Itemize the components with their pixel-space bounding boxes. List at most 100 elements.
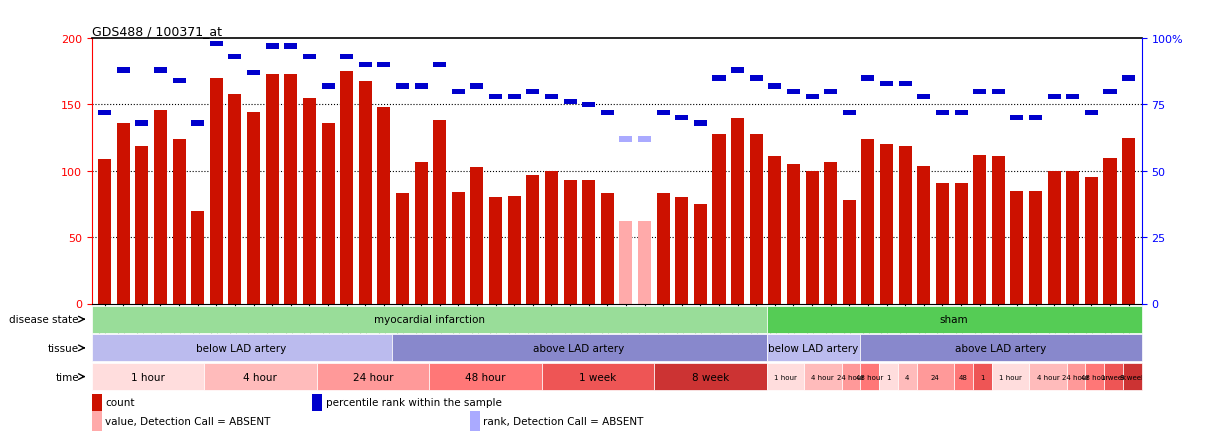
Text: 1 hour: 1 hour [131, 372, 165, 381]
Bar [470, 84, 484, 89]
Bar [675, 198, 689, 304]
Text: disease state: disease state [10, 315, 79, 324]
Text: 4 hour: 4 hour [243, 372, 277, 381]
Text: above LAD artery: above LAD artery [534, 343, 625, 353]
Bar [545, 95, 558, 100]
Bar [117, 124, 129, 304]
Bar [582, 181, 595, 304]
Bar [415, 84, 427, 89]
Bar [377, 108, 391, 304]
Bar [172, 79, 186, 84]
Text: myocardial infarction: myocardial infarction [374, 315, 485, 324]
Text: 24 hour: 24 hour [838, 374, 864, 380]
Bar [1010, 191, 1023, 304]
Bar [897, 363, 917, 390]
Bar [396, 84, 409, 89]
Text: 1 hour: 1 hour [999, 374, 1022, 380]
Bar [824, 89, 838, 95]
Bar [937, 183, 949, 304]
Bar [247, 113, 260, 304]
Bar [973, 155, 987, 304]
Bar [452, 193, 465, 304]
Text: 1: 1 [886, 374, 891, 380]
Bar [842, 111, 856, 116]
Text: 24 hour: 24 hour [1062, 374, 1089, 380]
Bar [767, 363, 805, 390]
Bar [564, 181, 576, 304]
Bar [991, 363, 1029, 390]
Bar [117, 68, 129, 73]
Bar [266, 44, 278, 49]
Text: 8 week: 8 week [692, 372, 729, 381]
Bar [377, 63, 391, 68]
Bar [788, 89, 800, 95]
Bar [1066, 95, 1079, 100]
Bar [713, 76, 725, 82]
Bar [210, 79, 222, 304]
Text: rank, Detection Call = ABSENT: rank, Detection Call = ABSENT [484, 416, 643, 426]
Bar [879, 363, 897, 390]
Bar [508, 197, 520, 304]
Bar [92, 411, 101, 431]
Text: 1: 1 [980, 374, 984, 380]
Text: value, Detection Call = ABSENT: value, Detection Call = ABSENT [105, 416, 271, 426]
Bar [750, 76, 763, 82]
Bar [806, 95, 818, 100]
Bar [657, 111, 669, 116]
Bar [228, 55, 242, 60]
Text: 8 week: 8 week [1120, 374, 1145, 380]
Bar [842, 201, 856, 304]
Bar [154, 68, 167, 73]
Bar [991, 89, 1005, 95]
Bar [862, 76, 874, 82]
Bar [768, 84, 781, 89]
Bar [526, 175, 540, 304]
Bar [731, 68, 744, 73]
Bar [767, 306, 1142, 333]
Bar [1066, 171, 1079, 304]
Bar [1029, 191, 1042, 304]
Bar [750, 135, 763, 304]
Bar [359, 82, 371, 304]
Bar [973, 89, 987, 95]
Bar [313, 392, 322, 411]
Bar [452, 89, 465, 95]
Bar [154, 111, 167, 304]
Bar [98, 160, 111, 304]
Text: 4 hour: 4 hour [1037, 374, 1060, 380]
Bar [601, 194, 614, 304]
Bar [192, 211, 204, 304]
Bar [917, 166, 930, 304]
Bar [192, 121, 204, 126]
Bar [490, 95, 502, 100]
Bar [172, 140, 186, 304]
Bar [266, 75, 278, 304]
Bar [98, 111, 111, 116]
Bar [1122, 138, 1136, 304]
Bar [582, 102, 595, 108]
Bar [694, 121, 707, 126]
Bar [303, 55, 316, 60]
Bar [1123, 363, 1142, 390]
Bar [824, 162, 838, 304]
Bar [713, 135, 725, 304]
Bar [788, 165, 800, 304]
Bar [341, 72, 353, 304]
Bar [284, 44, 297, 49]
Bar [92, 335, 392, 362]
Bar [1048, 171, 1061, 304]
Bar [806, 171, 818, 304]
Bar [862, 140, 874, 304]
Text: 48: 48 [958, 374, 968, 380]
Bar [359, 63, 371, 68]
Bar [955, 111, 967, 116]
Bar [619, 137, 632, 142]
Bar [1029, 363, 1067, 390]
Bar [415, 162, 427, 304]
Text: 1 hour: 1 hour [774, 374, 797, 380]
Bar [805, 363, 841, 390]
Bar [767, 335, 861, 362]
Bar [955, 183, 967, 304]
Bar [1104, 158, 1116, 304]
Bar [470, 411, 480, 431]
